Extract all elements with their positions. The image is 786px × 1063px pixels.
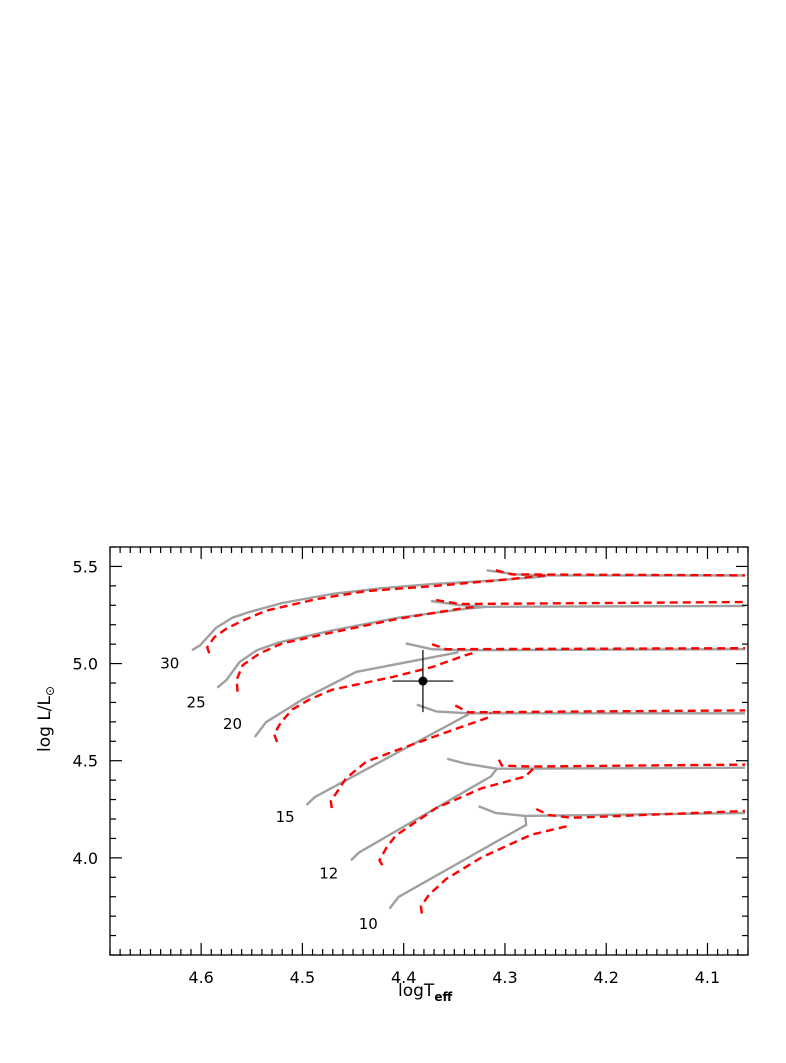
track-15-solid	[416, 703, 745, 715]
track-30-solid	[191, 575, 546, 652]
observed-star	[392, 649, 454, 713]
x-axis-title: logTeff	[398, 981, 452, 1004]
track-15-solid	[305, 713, 470, 806]
track-12-dashed	[497, 759, 746, 768]
track-20-dashed	[272, 651, 476, 743]
x-tick-label: 4.6	[188, 968, 213, 987]
track-10-solid	[478, 805, 746, 818]
track-30-dashed	[495, 569, 746, 577]
mass-label-25: 25	[187, 693, 206, 711]
x-tick-label: 4.5	[290, 968, 315, 987]
track-25-dashed	[435, 598, 746, 606]
mass-label-30: 30	[160, 655, 179, 673]
y-tick-label: 5.5	[73, 557, 98, 576]
track-20-solid	[253, 651, 459, 738]
mass-label-20: 20	[223, 715, 242, 733]
track-25-dashed	[235, 605, 479, 692]
axis-ticks	[109, 546, 749, 956]
track-12-solid	[446, 757, 746, 770]
track-10-dashed	[535, 808, 746, 819]
evolutionary-tracks	[191, 569, 746, 914]
x-axis-title-subscript: eff	[434, 990, 452, 1004]
track-15-dashed	[329, 711, 492, 809]
y-tick-label: 4.0	[73, 849, 98, 868]
plot-frame	[109, 546, 749, 956]
track-10-solid	[388, 815, 528, 910]
track-12-dashed	[378, 767, 535, 866]
x-tick-label: 4.2	[593, 968, 618, 987]
mass-label-15: 15	[276, 808, 295, 826]
y-axis-title-subscript: ⊙	[43, 686, 57, 696]
track-30-dashed	[206, 574, 546, 654]
x-tick-label: 4.4	[391, 968, 416, 987]
track-10-dashed	[419, 824, 570, 914]
track-25-solid	[430, 599, 746, 608]
track-15-dashed	[454, 704, 746, 714]
mass-label-12: 12	[319, 864, 338, 882]
mass-labels: 30 25 20 15 12 10	[160, 655, 378, 933]
y-tick-label: 4.5	[73, 752, 98, 771]
y-axis-title: log L/L⊙	[35, 686, 57, 752]
x-tick-label: 4.1	[695, 968, 720, 987]
y-tick-label: 5.0	[73, 655, 98, 674]
x-tick-label: 4.3	[492, 968, 517, 987]
mass-label-10: 10	[359, 915, 378, 933]
tick-labels: 4.6 4.5 4.4 4.3 4.2 4.1 4.0 4.5 5.0 5.5	[73, 557, 721, 987]
track-12-solid	[350, 767, 498, 862]
data-point-marker	[418, 676, 428, 686]
track-20-dashed	[431, 643, 746, 651]
